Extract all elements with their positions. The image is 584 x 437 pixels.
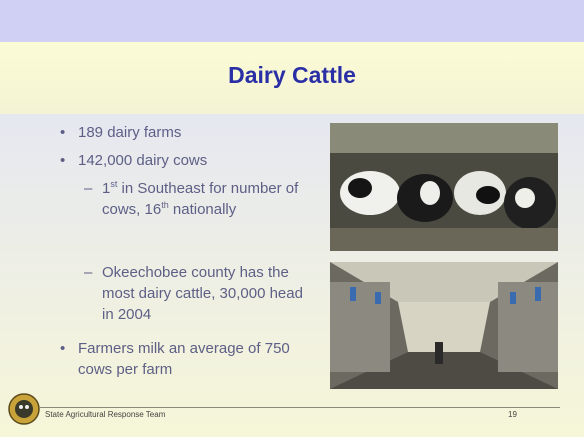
sub-text: 1 [102,180,111,197]
bullet-text: Farmers milk an average of 750 cows per … [78,340,290,378]
title-band [0,42,584,114]
bullet-text: 142,000 dairy cows [78,152,208,169]
sub-text: in Southeast for number of cows, 16 [102,180,299,218]
footer-rule [40,407,560,408]
photo-cows [330,123,558,251]
sub-text: Okeechobee county has the most dairy cat… [102,264,303,323]
footer-organization: State Agricultural Response Team [45,410,166,419]
logo [8,393,40,425]
sub-text: nationally [168,201,237,218]
bullet: • Farmers milk an average of 750 cows per… [60,340,290,378]
superscript: th [161,200,169,210]
bullet: • 142,000 dairy cows [60,152,208,169]
top-band [0,0,584,42]
slide-title: Dairy Cattle [228,62,356,88]
bullet: • 189 dairy farms [60,124,182,141]
sub-bullet: –1st in Southeast for number of cows, 16… [84,179,299,219]
sub-bullet: – Okeechobee county has the most dairy ca… [84,264,303,323]
page-number: 19 [508,410,517,419]
superscript: st [110,179,118,189]
photo-milking-parlor [330,262,558,389]
bullet-text: 189 dairy farms [78,124,182,141]
